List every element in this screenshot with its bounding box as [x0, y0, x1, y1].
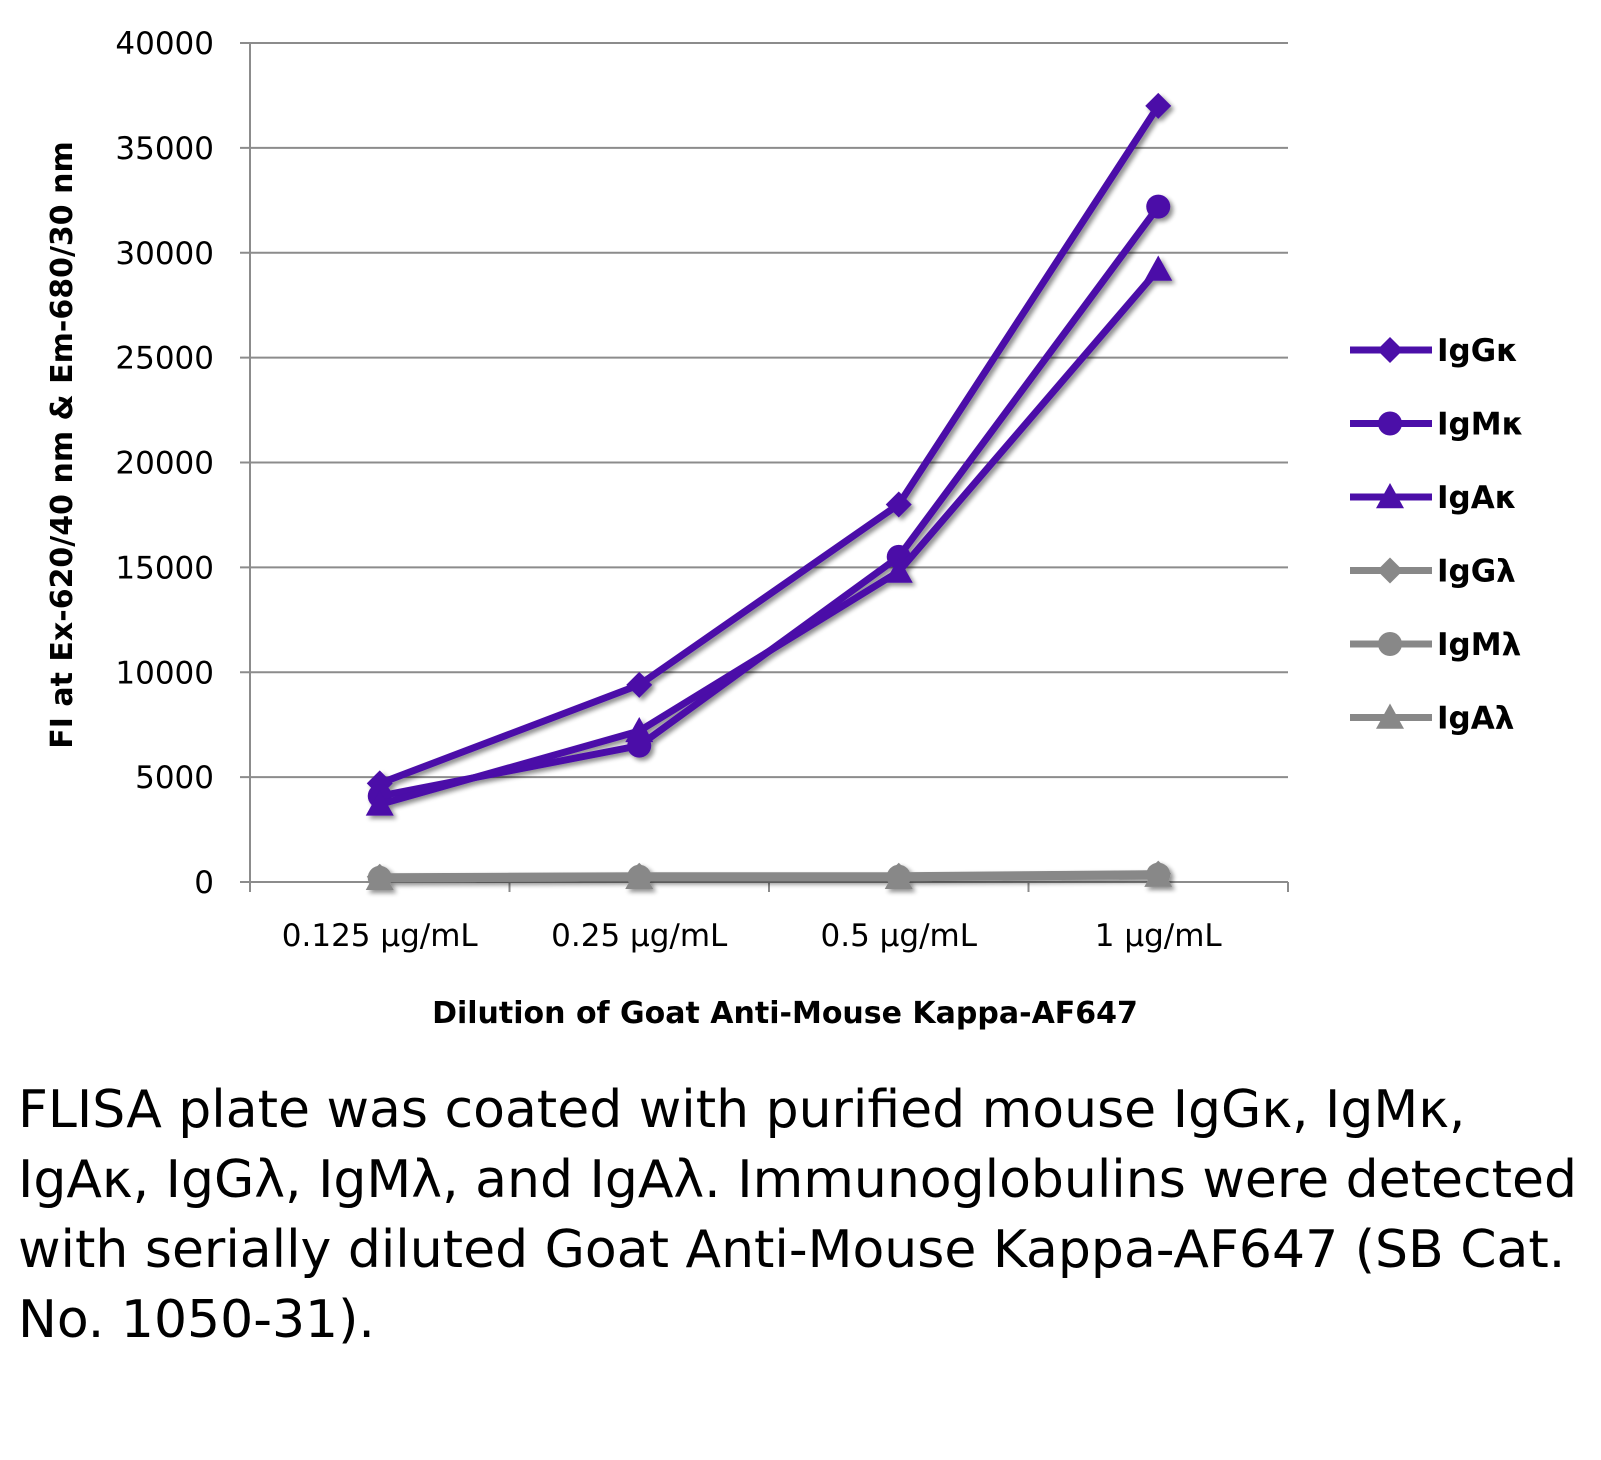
y-tick-label: 15000	[115, 550, 214, 586]
data-point	[885, 491, 912, 518]
series-line	[378, 104, 1162, 787]
legend-item: IgMλ	[1350, 627, 1521, 663]
x-tick-labels: 0.125 µg/mL 0.25 µg/mL 0.5 µg/mL 1 µg/mL	[282, 918, 1223, 954]
legend-marker	[1376, 483, 1404, 509]
data-point	[884, 557, 913, 583]
data-point	[625, 716, 654, 743]
x-axis-title: Dilution of Goat Anti-Mouse Kappa-AF647	[432, 996, 1138, 1031]
legend-marker	[1378, 411, 1402, 436]
data-point	[625, 863, 654, 890]
legend-item: IgAλ	[1350, 701, 1514, 737]
legend-marker	[1377, 557, 1403, 584]
series-1	[367, 194, 1171, 809]
x-tick-label: 1 µg/mL	[1095, 918, 1223, 954]
legend-marker	[1377, 337, 1403, 363]
series-2	[365, 255, 1173, 816]
legend-label: IgAκ	[1437, 480, 1517, 516]
y-tick-label: 30000	[115, 236, 214, 272]
series-line	[379, 872, 1159, 883]
series-0	[366, 92, 1172, 797]
data-point	[1146, 194, 1171, 219]
legend: IgGκ IgMκ IgAκ IgGλ IgMλ IgAλ	[1350, 333, 1524, 737]
axes	[249, 43, 1289, 892]
data-point	[1144, 861, 1173, 887]
data-point	[1144, 255, 1173, 281]
y-tick-label: 0	[194, 865, 214, 901]
x-tick-label: 0.25 µg/mL	[551, 918, 728, 954]
legend-label: IgMκ	[1437, 407, 1524, 443]
legend-item: IgAκ	[1350, 480, 1517, 516]
legend-label: IgAλ	[1437, 701, 1514, 737]
gridlines	[240, 42, 1288, 883]
legend-item: IgGλ	[1350, 554, 1516, 590]
y-tick-label: 35000	[115, 131, 214, 167]
legend-label: IgGλ	[1437, 554, 1516, 590]
data-point	[1145, 92, 1172, 119]
y-tick-label: 20000	[115, 446, 214, 482]
y-tick-label: 40000	[115, 26, 214, 62]
y-tick-label: 10000	[115, 655, 214, 691]
data-point	[365, 790, 394, 816]
y-axis-title: FI at Ex-620/40 nm & Em-680/30 nm	[45, 141, 80, 748]
line-chart: 0 5000 10000 15000 20000 25000 30000 35000 40000…	[45, 26, 1524, 1031]
legend-label: IgMλ	[1437, 627, 1521, 663]
figure-caption: FLISA plate was coated with purified mou…	[18, 1080, 1577, 1350]
series-line	[379, 204, 1162, 800]
y-tick-label: 25000	[115, 341, 214, 377]
legend-label: IgGκ	[1437, 333, 1518, 369]
legend-item: IgGκ	[1350, 333, 1518, 369]
legend-marker	[1376, 703, 1404, 729]
legend-item: IgMκ	[1350, 407, 1524, 443]
data-point	[626, 671, 653, 698]
series-line	[378, 267, 1161, 808]
legend-marker	[1378, 632, 1402, 656]
x-tick-label: 0.5 µg/mL	[821, 918, 978, 954]
y-tick-label: 5000	[135, 760, 214, 796]
y-tick-labels: 0 5000 10000 15000 20000 25000 30000 35000 40000	[115, 26, 214, 901]
x-tick-label: 0.125 µg/mL	[282, 918, 479, 954]
data-point	[884, 863, 913, 890]
series-5	[365, 861, 1173, 891]
data-point	[365, 864, 394, 891]
series-group	[365, 92, 1173, 891]
